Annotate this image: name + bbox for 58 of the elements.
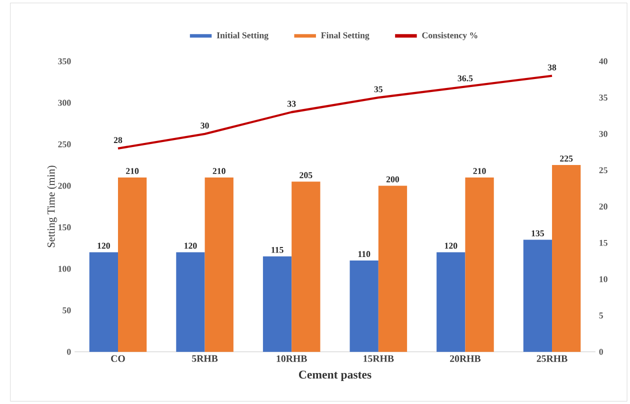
data-label: 115 <box>272 246 284 253</box>
x-tick-label: 5RHB <box>192 355 218 362</box>
data-label: 210 <box>212 168 226 174</box>
bar <box>465 177 494 352</box>
y2-tick-label: 25 <box>599 167 608 174</box>
data-label: 38 <box>548 64 556 70</box>
y-tick-label: 300 <box>58 100 71 106</box>
data-label: 35 <box>374 86 383 92</box>
x-tick-label: 10RHB <box>276 355 307 362</box>
data-label: 200 <box>386 176 400 182</box>
x-tick-label: 15RHB <box>364 355 394 362</box>
y-tick-label: 100 <box>58 266 71 272</box>
y-axis-title: Setting Time (min) <box>47 166 57 248</box>
y2-tick-label: 35 <box>599 94 608 100</box>
x-tick-label: 20RHB <box>450 355 481 362</box>
x-tick-label: 25RHB <box>536 355 568 362</box>
data-label: 36.5 <box>458 75 473 82</box>
bar <box>552 164 581 352</box>
data-label: 28 <box>114 137 122 143</box>
data-label: 110 <box>358 250 370 257</box>
data-label: 120 <box>98 242 110 249</box>
legend-label: Final Setting <box>321 32 370 40</box>
y-tick-label: 0 <box>67 348 71 355</box>
y-tick-label: 150 <box>58 224 71 230</box>
y2-tick-label: 15 <box>600 240 608 246</box>
data-label: 135 <box>532 230 544 236</box>
data-label: 33 <box>288 100 296 107</box>
x-axis-title: Cement pastes <box>298 370 372 381</box>
y2-tick-label: 20 <box>599 203 608 210</box>
data-label: 225 <box>560 156 573 162</box>
y2-tick-label: 30 <box>599 130 608 137</box>
bar <box>262 256 292 352</box>
data-label: 30 <box>200 122 209 128</box>
y2-tick-label: 5 <box>599 312 604 318</box>
bar <box>118 177 147 352</box>
bar <box>523 240 552 352</box>
legend-label: Consistency % <box>422 32 478 40</box>
data-label: 120 <box>444 242 458 249</box>
data-label: 210 <box>473 168 486 174</box>
legend-label: Initial Setting <box>216 32 268 40</box>
bar <box>292 182 320 352</box>
bar <box>89 252 118 352</box>
bar <box>436 252 466 352</box>
y-tick-label: 350 <box>58 58 71 64</box>
data-label: 120 <box>184 242 197 249</box>
y-tick-label: 50 <box>62 307 71 314</box>
bar <box>204 177 234 352</box>
y2-tick-label: 0 <box>599 348 603 355</box>
y-tick-label: 200 <box>58 182 71 189</box>
y2-tick-label: 10 <box>600 276 608 282</box>
y2-tick-label: 40 <box>599 58 608 64</box>
bar <box>176 252 205 352</box>
data-label: 205 <box>300 172 312 178</box>
bar <box>350 260 378 352</box>
data-label: 210 <box>126 168 139 174</box>
y-tick-label: 250 <box>58 141 71 148</box>
x-tick-label: CO <box>111 355 125 362</box>
bar <box>378 186 408 352</box>
